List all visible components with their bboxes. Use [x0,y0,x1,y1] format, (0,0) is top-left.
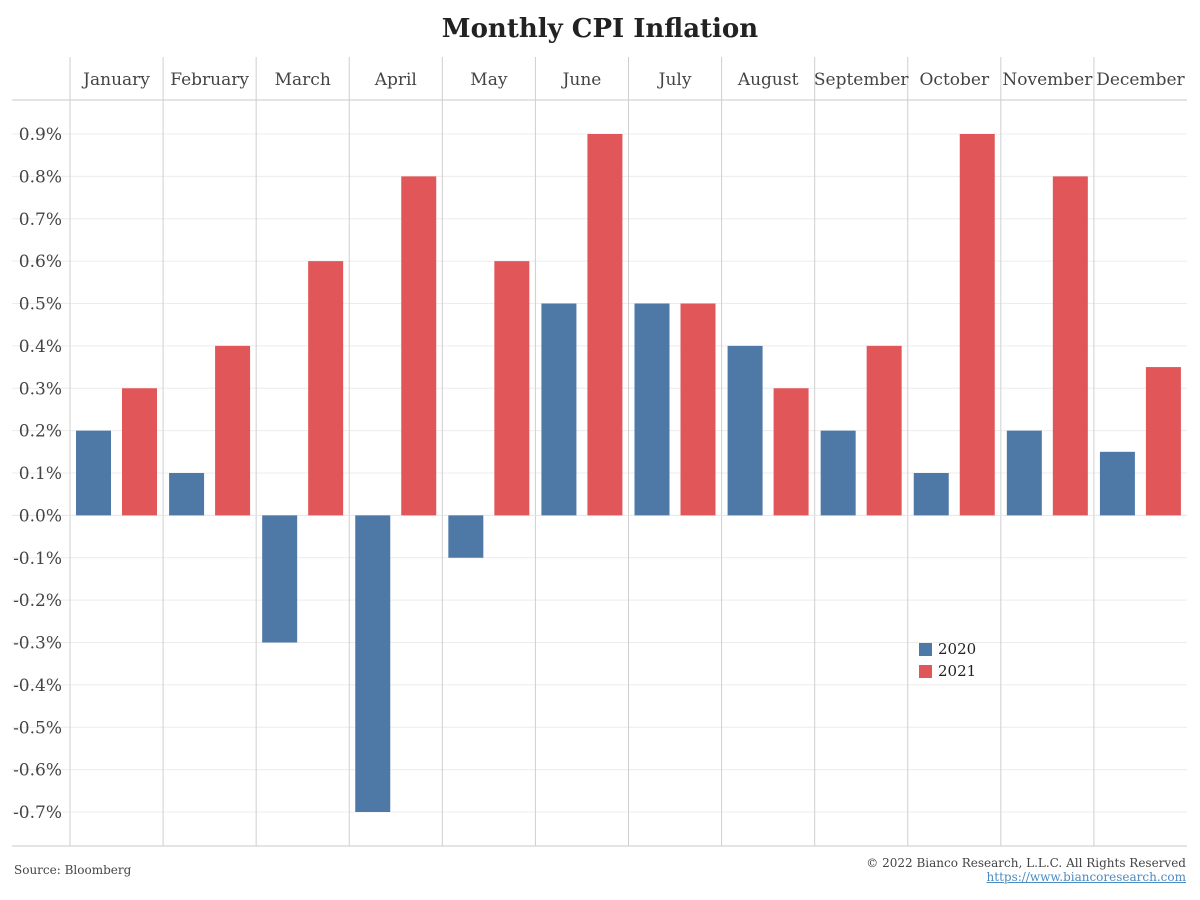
copyright-text: © 2022 Bianco Research, L.L.C. All Right… [866,856,1186,870]
month-label: September [814,70,910,90]
source-note: Source: Bloomberg [14,863,132,877]
y-tick-label: 0.5% [19,295,62,315]
y-tick-label: -0.4% [13,676,62,696]
website-link[interactable]: https://www.biancoresearch.com [986,870,1186,884]
month-label: November [1002,70,1093,90]
legend: 2020 2021 [919,638,976,682]
bar-2020-july [634,303,670,516]
y-tick-label: -0.3% [13,634,62,654]
month-label: February [170,70,249,90]
y-tick-label: 0.1% [19,464,62,484]
y-tick-label: 0.4% [19,337,62,357]
bar-2021-september [866,345,902,516]
bar-2021-february [215,345,251,516]
legend-label-2020: 2020 [938,640,977,658]
bar-2020-march [262,515,298,643]
y-tick-label: -0.6% [13,761,62,781]
bar-2021-may [494,261,530,516]
y-tick-label: -0.7% [13,803,62,823]
legend-swatch-2021 [919,664,932,678]
bar-2020-august [727,345,763,516]
bar-2020-december [1099,451,1135,516]
y-tick-label: 0.0% [19,506,62,526]
y-tick-label: 0.7% [19,210,62,230]
y-tick-label: -0.5% [13,718,62,738]
bar-2021-january [122,388,157,516]
bar-2020-november [1006,430,1042,516]
month-label: January [81,70,150,90]
bar-2020-september [820,430,856,516]
legend-swatch-2020 [919,642,932,656]
bar-2021-june [587,134,623,516]
bar-2021-july [680,303,716,516]
month-label: July [657,70,692,90]
chart-title: Monthly CPI Inflation [441,14,759,44]
y-tick-label: -0.1% [13,549,62,569]
bar-2021-april [401,176,437,516]
month-label: August [737,70,799,90]
month-label: March [275,70,331,90]
month-label: October [919,70,989,90]
y-tick-label: -0.2% [13,591,62,611]
y-tick-label: 0.6% [19,252,62,272]
legend-item-2021: 2021 [919,660,976,682]
bar-2021-december [1145,367,1181,516]
legend-item-2020: 2020 [919,638,976,660]
bar-2021-november [1052,176,1088,516]
bar-2020-june [541,303,577,516]
bar-2020-october [913,473,949,516]
bar-2021-august [773,388,809,516]
bar-2020-may [448,515,484,558]
y-tick-label: 0.9% [19,125,62,145]
month-label: December [1096,70,1185,90]
bar-2021-march [308,261,344,516]
y-tick-label: 0.2% [19,422,62,442]
month-label: May [470,70,508,90]
y-tick-label: 0.8% [19,167,62,187]
bar-2020-april [355,515,391,812]
y-tick-label: 0.3% [19,379,62,399]
copyright-block: © 2022 Bianco Research, L.L.C. All Right… [866,856,1186,884]
bar-2021-october [959,134,995,516]
bar-2020-january [76,430,111,516]
month-label: April [374,70,417,90]
month-label: June [561,70,602,90]
bar-2020-february [169,473,205,516]
legend-label-2021: 2021 [938,662,977,680]
